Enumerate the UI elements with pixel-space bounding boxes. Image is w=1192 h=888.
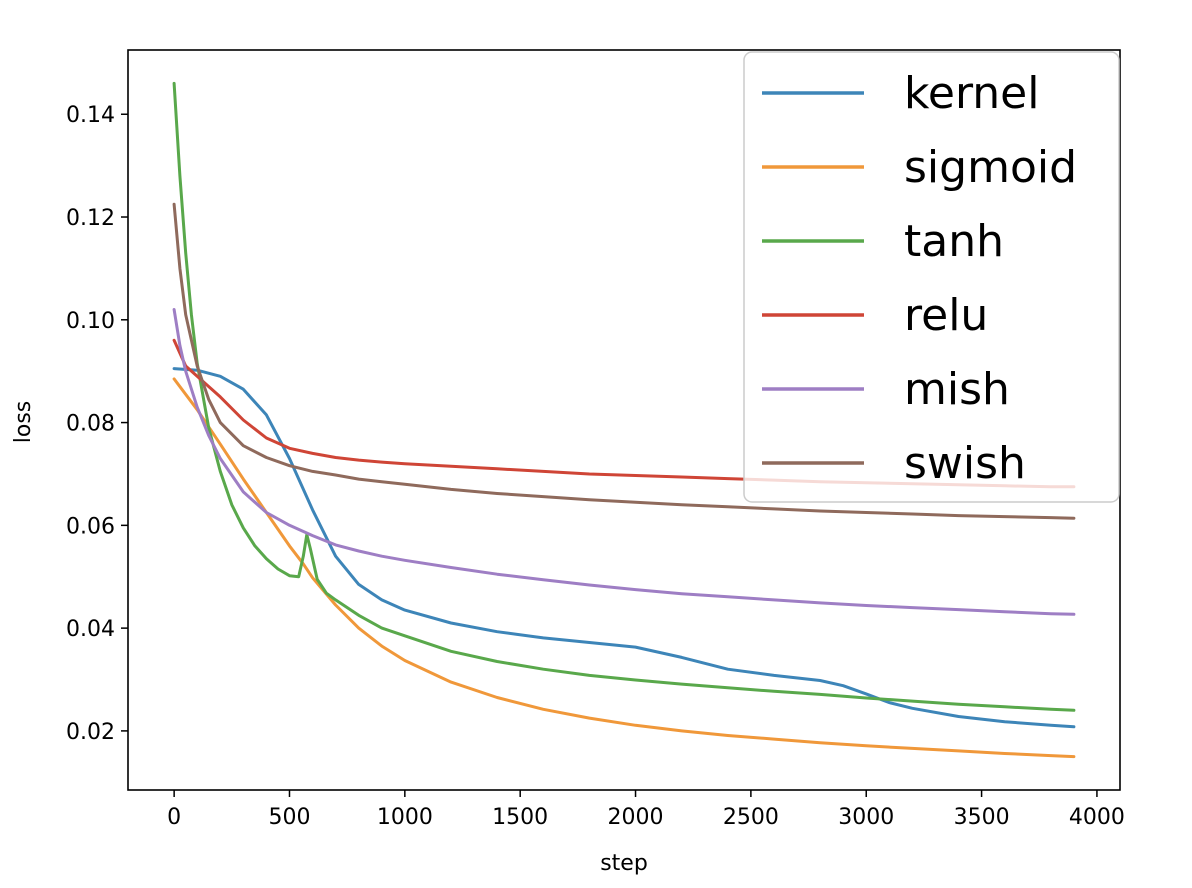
series-line-kernel bbox=[172, 367, 1076, 729]
x-tick-label: 500 bbox=[268, 805, 310, 830]
legend-box bbox=[743, 51, 1120, 503]
legend-label-relu: relu bbox=[904, 290, 988, 341]
series-line-swish bbox=[172, 202, 1076, 520]
y-tick-label: 0.14 bbox=[66, 103, 115, 128]
x-tick-label: 0 bbox=[167, 805, 181, 830]
y-tick-label: 0.02 bbox=[66, 720, 115, 745]
y-tick-label: 0.10 bbox=[66, 309, 115, 334]
legend-label-sigmoid: sigmoid bbox=[904, 142, 1077, 193]
x-axis-ticks: 0 500 1000 1500 2000 2500 3000 3500 4000 bbox=[167, 790, 1125, 830]
y-tick-label: 0.12 bbox=[66, 206, 115, 231]
y-tick-label: 0.04 bbox=[66, 617, 115, 642]
plot-lines bbox=[172, 81, 1076, 759]
x-tick-label: 4000 bbox=[1069, 805, 1125, 830]
x-tick-label: 2500 bbox=[723, 805, 779, 830]
x-tick-label: 3000 bbox=[838, 805, 894, 830]
x-tick-label: 1500 bbox=[492, 805, 548, 830]
plot-frame bbox=[127, 49, 1121, 791]
legend-label-mish: mish bbox=[904, 364, 1010, 415]
series-line-mish bbox=[172, 308, 1076, 616]
series-line-tanh bbox=[172, 81, 1076, 712]
y-tick-label: 0.08 bbox=[66, 412, 115, 437]
x-tick-label: 1000 bbox=[377, 805, 433, 830]
y-tick-label: 0.06 bbox=[66, 514, 115, 539]
x-tick-label: 2000 bbox=[608, 805, 664, 830]
legend: kernel sigmoid tanh relu mish swish bbox=[743, 51, 1120, 503]
y-axis-label: loss bbox=[11, 401, 36, 444]
legend-items: kernel sigmoid tanh relu mish swish bbox=[762, 68, 1077, 489]
x-axis-label: step bbox=[600, 851, 648, 876]
legend-label-tanh: tanh bbox=[904, 216, 1004, 267]
y-axis-ticks: 0.02 0.04 0.06 0.08 0.10 0.12 0.14 bbox=[66, 103, 128, 745]
x-tick-label: 3500 bbox=[954, 805, 1010, 830]
legend-label-kernel: kernel bbox=[904, 68, 1039, 119]
series-line-sigmoid bbox=[172, 377, 1076, 759]
legend-label-swish: swish bbox=[904, 438, 1026, 489]
